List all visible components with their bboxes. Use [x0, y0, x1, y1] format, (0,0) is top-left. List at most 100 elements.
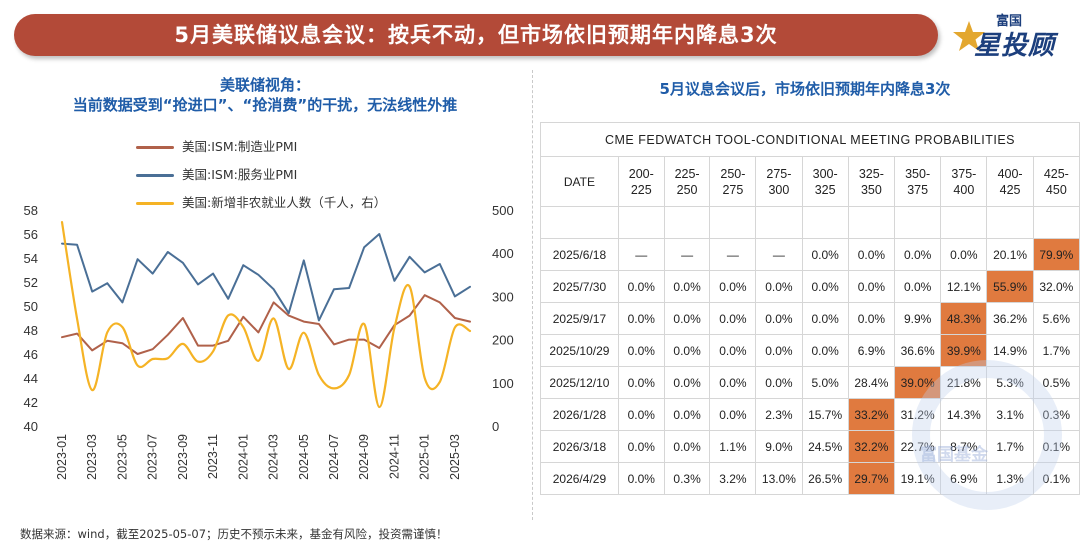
spacer-cell: [986, 206, 1034, 239]
probability-cell: 0.0%: [617, 430, 665, 463]
probability-cell: 0.0%: [617, 334, 665, 367]
probability-cell: 0.0%: [663, 270, 711, 303]
probability-cell: 0.0%: [801, 238, 849, 271]
left-axis-tick-label: 48: [24, 323, 38, 338]
watermark-ring: [912, 360, 1062, 510]
meeting-date-cell: 2026/3/18: [540, 430, 619, 463]
probability-cell: 36.2%: [986, 302, 1034, 335]
probability-cell: 0.0%: [893, 270, 942, 303]
probability-cell: 0.0%: [755, 270, 803, 303]
probability-cell-highlighted: 29.7%: [847, 462, 896, 495]
rate-range-header: 275- 300: [755, 156, 803, 207]
meeting-date-cell: 2026/1/28: [540, 398, 619, 431]
probability-cell: 3.2%: [709, 462, 757, 495]
probability-cell: 1.1%: [709, 430, 757, 463]
fedwatch-probability-table: CME FEDWATCH TOOL-CONDITIONAL MEETING PR…: [540, 122, 1080, 495]
economic-indicators-line-chart: 40 42 44 46 48 50 52 54 56 58 0 100 200 300 400 500 2023…: [24, 203, 514, 480]
left-axis-tick-label: 44: [24, 371, 38, 386]
probability-cell: 0.0%: [755, 302, 803, 335]
rate-range-low: 375-: [951, 166, 977, 181]
probability-cell-highlighted: 55.9%: [986, 270, 1034, 303]
x-axis-tick-label: 2023-09: [176, 434, 190, 480]
rate-range-header: 375- 400: [940, 156, 988, 207]
brand-logo: 富国 星投顾: [952, 10, 1070, 61]
spacer-cell: [755, 206, 803, 239]
probability-cell: 0.0%: [663, 398, 711, 431]
probability-cell: 32.0%: [1032, 270, 1080, 303]
rate-range-header: 425- 450: [1032, 156, 1080, 207]
rate-range-low: 325-: [858, 166, 884, 181]
probability-cell: 0.0%: [617, 398, 665, 431]
probability-cell: 0.0%: [709, 366, 757, 399]
spacer-cell: [1032, 206, 1080, 239]
spacer-cell: [940, 206, 988, 239]
probability-cell: 0.0%: [847, 238, 896, 271]
probability-cell: 28.4%: [847, 366, 896, 399]
rate-range-high: 300: [768, 182, 790, 197]
left-axis-tick-label: 56: [24, 227, 38, 242]
rate-range-header: 300- 325: [801, 156, 849, 207]
probability-cell: 0.0%: [617, 302, 665, 335]
table-row: 2025/6/18— — — —0.0% 0.0% 0.0% 0.0% 20.1% 79.9%: [540, 238, 1080, 271]
x-axis-tick-label: 2024-05: [297, 434, 311, 480]
right-axis-tick-label: 100: [492, 376, 514, 391]
x-axis-tick-label: 2024-07: [327, 434, 341, 480]
x-axis-tick-label: 2024-01: [236, 434, 250, 480]
left-axis-tick-label: 58: [24, 203, 38, 218]
rate-range-high: 400: [953, 182, 975, 197]
x-axis-tick-label: 2023-11: [206, 434, 220, 479]
left-panel-subtitle: 当前数据受到“抢进口”、“抢消费”的干扰，无法线性外推: [72, 96, 458, 114]
legend-swatch-manufacturing: [136, 146, 174, 149]
probability-cell: 24.5%: [801, 430, 849, 463]
spacer-cell: [893, 206, 942, 239]
x-axis-tick-label: 2025-01: [418, 434, 432, 480]
rate-range-high: 375: [907, 182, 929, 197]
spacer-cell: [847, 206, 896, 239]
left-axis-tick-label: 46: [24, 347, 38, 362]
table-row: 2025/7/30 0.0% 0.0% 0.0% 0.0% 0.0% 0.0% 0.0% 12.…: [540, 270, 1080, 303]
rate-range-header: 200- 225: [617, 156, 665, 207]
probability-cell: 20.1%: [986, 238, 1034, 271]
probability-cell: —: [663, 238, 711, 271]
x-axis-tick-label: 2024-09: [357, 434, 371, 480]
probability-cell: 0.0%: [663, 366, 711, 399]
right-axis-tick-label: 0: [492, 419, 499, 434]
spacer-cell: [617, 206, 665, 239]
table-row: 2025/9/17 0.0% 0.0% 0.0% 0.0% 0.0% 0.0% 9.9% 48.…: [540, 302, 1080, 335]
probability-cell: 5.6%: [1032, 302, 1080, 335]
probability-cell: 0.0%: [940, 238, 988, 271]
panel-divider: [532, 70, 533, 520]
probability-cell-highlighted: 33.2%: [847, 398, 896, 431]
table-row: 2025/10/29 0.0% 0.0% 0.0% 0.0% 0.0% 6.9% 36.6% 3…: [540, 334, 1080, 367]
fedwatch-table-title: CME FEDWATCH TOOL-CONDITIONAL MEETING PR…: [540, 122, 1080, 157]
probability-cell: 0.0%: [709, 302, 757, 335]
right-axis-tick-label: 200: [492, 333, 514, 348]
legend-label-manufacturing: 美国:ISM:制造业PMI: [182, 139, 298, 154]
watermark-text: 富国基金: [920, 445, 988, 465]
probability-cell: 0.0%: [709, 398, 757, 431]
probability-cell: 0.0%: [893, 238, 942, 271]
legend-label-payrolls: 美国:新增非农就业人数（千人，右）: [182, 195, 387, 210]
probability-cell: 2.3%: [755, 398, 803, 431]
probability-cell: 9.0%: [755, 430, 803, 463]
probability-cell: 0.3%: [663, 462, 711, 495]
rate-range-low: 275-: [766, 166, 792, 181]
title-banner: 5月美联储议息会议：按兵不动，但市场依旧预期年内降息3次: [14, 14, 938, 56]
left-axis-tick-label: 52: [24, 275, 38, 290]
probability-cell: 0.0%: [617, 462, 665, 495]
probability-cell: 1.7%: [1032, 334, 1080, 367]
rate-range-high: 275: [722, 182, 744, 197]
fedwatch-table-container: CME FEDWATCH TOOL-CONDITIONAL MEETING PR…: [540, 122, 1080, 495]
right-axis-tick-label: 300: [492, 289, 514, 304]
probability-cell: 0.0%: [617, 270, 665, 303]
rate-range-low: 400-: [997, 166, 1023, 181]
rate-range-low: 425-: [1043, 166, 1069, 181]
date-column-header: DATE: [540, 156, 619, 207]
probability-cell: 0.0%: [847, 302, 896, 335]
probability-cell: 0.0%: [663, 430, 711, 463]
meeting-date-cell: 2025/6/18: [540, 238, 619, 271]
x-axis-tick-label: 2025-03: [448, 434, 462, 480]
page-title: 5月美联储议息会议：按兵不动，但市场依旧预期年内降息3次: [174, 23, 778, 47]
rate-range-high: 450: [1045, 182, 1067, 197]
left-axis-tick-label: 42: [24, 395, 38, 410]
